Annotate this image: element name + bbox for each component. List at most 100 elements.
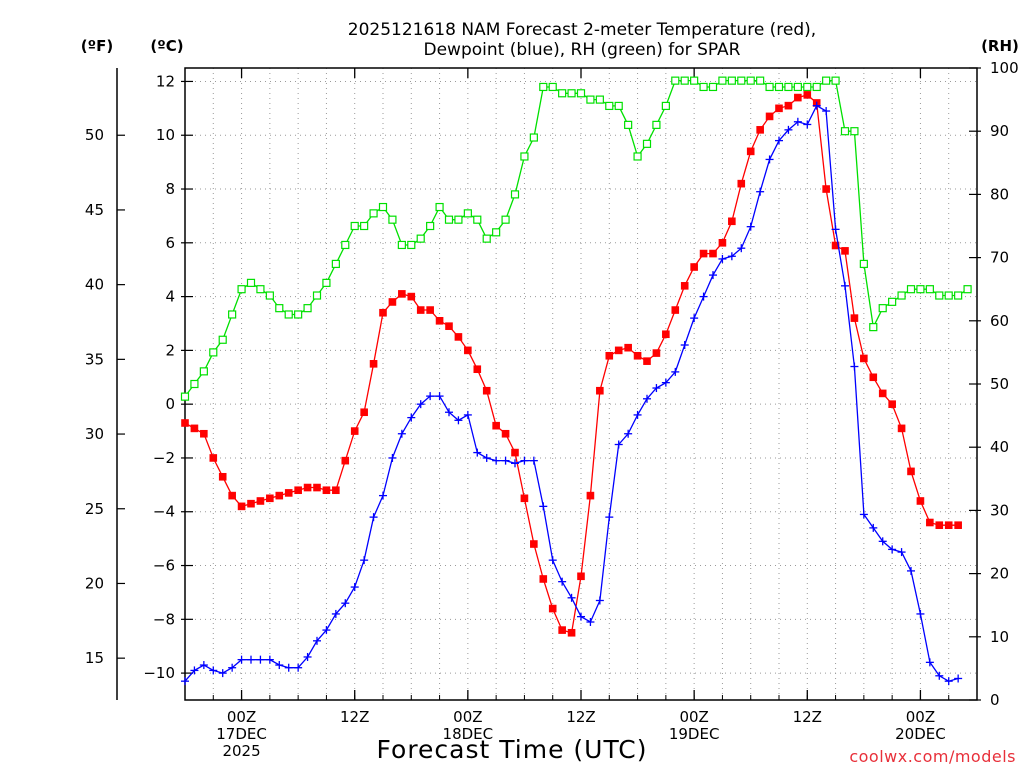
dewpoint-point [841,281,849,290]
temperature-point [671,306,680,314]
rh-point [558,89,567,98]
temperature-point [256,497,265,505]
dewpoint-point [586,618,595,627]
temperature-point [303,483,312,492]
dewpoint-point [897,548,906,557]
rh-point [378,202,388,212]
dewpoint-point [350,583,359,592]
temperature-point [728,217,736,226]
rh-point [633,152,642,161]
temperature-point [209,454,218,462]
temperature-point [407,292,416,301]
dewpoint-point [661,378,670,387]
temperature-point [501,429,510,438]
rh-point [284,310,293,319]
dewpoint-point [699,292,708,301]
rh-line [184,79,968,397]
temperature-point [530,540,538,548]
temperature-point [662,330,670,339]
temperature-point [275,491,284,500]
dewpoint-point [916,609,925,618]
dewpoint-point [303,652,312,661]
dewpoint-point [907,566,915,575]
dewpoint-point [548,556,557,565]
dewpoint-point [435,392,444,401]
rh-unit-label: (RH) [981,37,1019,55]
dewpoint-point [765,155,774,164]
credit-label: coolwx.com/models [849,747,1016,766]
rh-point [605,101,614,111]
x-tick-label: 20DEC [895,725,946,743]
temperature-point [699,249,708,258]
dewpoint-point [341,599,350,608]
dewpoint-point [605,513,614,522]
rh-tick-label: 90 [990,122,1009,140]
series-temperature [181,91,962,637]
dewpoint-point [775,136,783,145]
dewpoint-point [803,120,812,129]
x-tick-label: 17DEC [216,725,267,743]
dewpoint-point [737,244,746,253]
dewpoint-point [756,187,765,196]
temperature-point [464,346,472,355]
dewpoint-point [529,456,538,465]
rh-point [237,285,246,294]
temperature-point [596,386,604,395]
celsius-tick-label: 10 [156,126,175,144]
chart-title-line1: 2025121618 NAM Forecast 2-meter Temperat… [348,20,816,40]
temperature-point [822,185,830,193]
grid-lines [185,68,977,700]
x-tick-label: 00Z [679,708,708,726]
rh-tick-label: 100 [990,59,1019,77]
temperature-point [332,486,340,495]
dewpoint-point [322,626,331,635]
rh-point [756,76,765,85]
rh-point [652,120,661,129]
temperature-point [426,306,434,314]
dewpoint-point [878,537,887,546]
rh-point [180,392,190,401]
rh-point [803,82,812,92]
temperature-point [237,502,246,511]
rh-point [369,209,378,218]
rh-point [699,82,708,92]
rh-point [416,234,425,243]
rh-point [199,367,208,376]
dewpoint-point [690,314,699,323]
chart-title-line2: Dewpoint (blue), RH (green) for SPAR [424,40,741,60]
dewpoint-point [567,593,576,602]
rh-point [963,285,972,294]
dewpoint-point [256,655,265,664]
temperature-point [775,104,783,113]
fahrenheit-tick-label: 45 [85,201,104,219]
temperature-point [586,491,595,500]
dewpoint-point [595,596,604,605]
dewpoint-point [473,448,482,457]
temperature-point [690,263,698,271]
rh-point [548,82,557,92]
temperature-point [605,351,614,360]
rh-point [708,82,718,92]
temperature-point [897,424,906,433]
dewpoint-point [727,252,736,261]
celsius-tick-label: 8 [165,180,175,198]
dewpoint-point [793,117,802,126]
rh-point [831,76,840,85]
rh-point [473,215,482,224]
rh-point [765,82,774,92]
dewpoint-point [633,410,642,419]
temperature-point [860,354,868,363]
fahrenheit-tick-label: 30 [85,425,104,443]
rh-point [407,240,416,250]
dewpoint-point [501,456,510,465]
rh-point [935,291,944,300]
rh-point [190,379,199,389]
temperature-point [200,429,208,438]
rh-point [718,76,727,85]
rh-point [529,133,538,142]
dewpoint-point [822,107,831,116]
dewpoint-point [388,453,397,462]
dewpoint-point [944,677,953,686]
temperature-point [878,389,887,398]
rh-point [925,285,934,294]
